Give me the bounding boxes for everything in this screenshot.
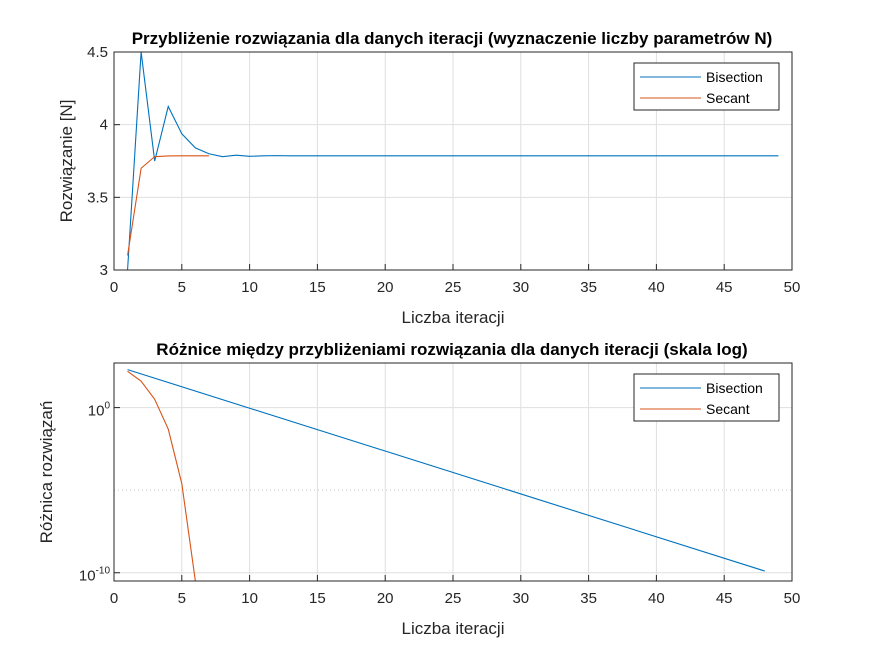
y-tick-label: 3 (100, 262, 108, 279)
bottom-plot-ylabel: Różnica rozwiązań (37, 401, 56, 544)
x-tick-label: 25 (445, 279, 462, 296)
bottom-plot: Różnice między przybliżeniami rozwiązani… (37, 340, 800, 638)
x-tick-label: 20 (377, 590, 394, 607)
x-tick-label: 35 (580, 590, 597, 607)
x-tick-label: 10 (241, 279, 258, 296)
x-tick-label: 10 (241, 590, 258, 607)
top-plot: Przybliżenie rozwiązania dla danych iter… (57, 29, 800, 327)
series-line-bisection (127, 52, 779, 270)
y-tick-label: 4.5 (87, 44, 108, 61)
bottom-plot-title: Różnice między przybliżeniami rozwiązani… (156, 340, 747, 359)
bottom-plot-xlabel: Liczba iteracji (402, 619, 505, 638)
bottom-legend-label-secant: Secant (706, 401, 750, 417)
y-tick-label: 3.5 (87, 189, 108, 206)
bottom-plot-series (127, 369, 766, 581)
x-tick-label: 45 (716, 590, 733, 607)
x-tick-label: 40 (648, 279, 665, 296)
top-plot-legend: Bisection Secant (633, 62, 780, 111)
y-tick-label: 10-10 (79, 566, 111, 585)
x-tick-label: 25 (445, 590, 462, 607)
series-line-secant (127, 155, 209, 256)
top-plot-ylabel: Rozwiązanie [N] (57, 100, 76, 223)
x-tick-label: 20 (377, 279, 394, 296)
series-line-secant (127, 370, 196, 581)
y-tick-label: 4 (100, 117, 108, 134)
x-tick-label: 30 (512, 590, 529, 607)
x-tick-label: 5 (178, 590, 186, 607)
top-legend-label-secant: Secant (706, 90, 750, 106)
x-tick-label: 5 (178, 279, 186, 296)
y-tick-label: 100 (88, 401, 111, 420)
x-tick-label: 15 (309, 590, 326, 607)
bottom-plot-y-ticks: 100 10-10 (79, 401, 120, 585)
top-plot-xlabel: Liczba iteracji (402, 308, 505, 327)
top-plot-x-ticks: 0 5 10 15 20 25 30 35 40 45 50 (110, 264, 801, 296)
top-legend-box (633, 62, 780, 111)
bottom-plot-x-ticks: 0 5 10 15 20 25 30 35 40 45 50 (110, 575, 801, 607)
series-line-bisection (127, 369, 766, 572)
x-tick-label: 30 (512, 279, 529, 296)
top-plot-title: Przybliżenie rozwiązania dla danych iter… (132, 29, 773, 48)
x-tick-label: 45 (716, 279, 733, 296)
x-tick-label: 40 (648, 590, 665, 607)
bottom-legend-box (633, 373, 780, 422)
x-tick-label: 50 (784, 590, 801, 607)
x-tick-label: 15 (309, 279, 326, 296)
top-legend-label-bisection: Bisection (706, 69, 763, 85)
x-tick-label: 50 (784, 279, 801, 296)
top-plot-y-ticks: 3 3.5 4 4.5 (87, 44, 120, 279)
bottom-plot-legend: Bisection Secant (633, 373, 780, 422)
x-tick-label: 0 (110, 590, 118, 607)
top-plot-series (127, 52, 779, 270)
x-tick-label: 35 (580, 279, 597, 296)
x-tick-label: 0 (110, 279, 118, 296)
bottom-legend-label-bisection: Bisection (706, 380, 763, 396)
